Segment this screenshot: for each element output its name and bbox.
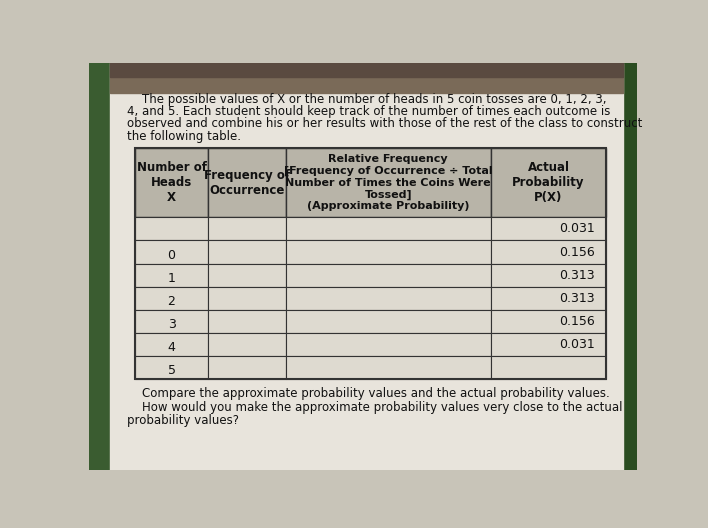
- Text: 0.156: 0.156: [559, 315, 595, 328]
- Bar: [286, 287, 491, 310]
- Bar: [135, 240, 208, 263]
- Text: Actual
Probability
P(X): Actual Probability P(X): [512, 161, 585, 204]
- Bar: [491, 287, 606, 310]
- Bar: [491, 333, 606, 356]
- Bar: [208, 148, 286, 218]
- Text: 5: 5: [168, 364, 176, 378]
- Text: 4: 4: [168, 342, 176, 354]
- Bar: [135, 148, 208, 218]
- Bar: [135, 287, 208, 310]
- Bar: [491, 240, 606, 263]
- Bar: [110, 63, 623, 92]
- Bar: [208, 287, 286, 310]
- Bar: [208, 333, 286, 356]
- Bar: [208, 218, 286, 240]
- Text: observed and combine his or her results with those of the rest of the class to c: observed and combine his or her results …: [127, 117, 643, 130]
- Bar: [208, 356, 286, 379]
- Text: 0: 0: [168, 249, 176, 262]
- Text: 4, and 5. Each student should keep track of the number of times each outcome is: 4, and 5. Each student should keep track…: [127, 105, 610, 118]
- Bar: [491, 263, 606, 287]
- Bar: [135, 263, 208, 287]
- Text: 1: 1: [168, 272, 176, 285]
- Bar: [135, 333, 208, 356]
- Text: Frequency of
Occurrence: Frequency of Occurrence: [204, 169, 290, 197]
- Text: Compare the approximate probability values and the actual probability values.: Compare the approximate probability valu…: [127, 386, 610, 400]
- Bar: [491, 148, 606, 218]
- Bar: [88, 63, 110, 470]
- Text: The possible values of X or the number of heads in 5 coin tosses are 0, 1, 2, 3,: The possible values of X or the number o…: [127, 92, 607, 106]
- Text: the following table.: the following table.: [127, 129, 241, 143]
- Bar: [208, 263, 286, 287]
- Bar: [286, 240, 491, 263]
- Text: Number of
Heads
X: Number of Heads X: [137, 161, 207, 204]
- Bar: [135, 148, 606, 379]
- Text: 0.031: 0.031: [559, 222, 595, 235]
- Bar: [110, 63, 623, 77]
- Bar: [135, 310, 208, 333]
- Bar: [286, 356, 491, 379]
- Bar: [286, 218, 491, 240]
- Bar: [491, 310, 606, 333]
- Bar: [135, 218, 208, 240]
- Text: 0.313: 0.313: [559, 269, 595, 281]
- Text: 0.031: 0.031: [559, 338, 595, 351]
- Bar: [623, 63, 637, 470]
- Bar: [135, 356, 208, 379]
- Bar: [208, 310, 286, 333]
- Text: probability values?: probability values?: [127, 414, 239, 428]
- Bar: [286, 263, 491, 287]
- Text: 0.313: 0.313: [559, 292, 595, 305]
- Text: How would you make the approximate probability values very close to the actual: How would you make the approximate proba…: [127, 401, 623, 413]
- Text: Relative Frequency
[Frequency of Occurrence ÷ Total
Number of Times the Coins We: Relative Frequency [Frequency of Occurre…: [284, 154, 493, 211]
- Bar: [491, 218, 606, 240]
- Bar: [286, 333, 491, 356]
- Text: 0.156: 0.156: [559, 246, 595, 259]
- Bar: [491, 356, 606, 379]
- Bar: [286, 148, 491, 218]
- Text: 3: 3: [168, 318, 176, 331]
- Bar: [286, 310, 491, 333]
- Text: 2: 2: [168, 295, 176, 308]
- Bar: [208, 240, 286, 263]
